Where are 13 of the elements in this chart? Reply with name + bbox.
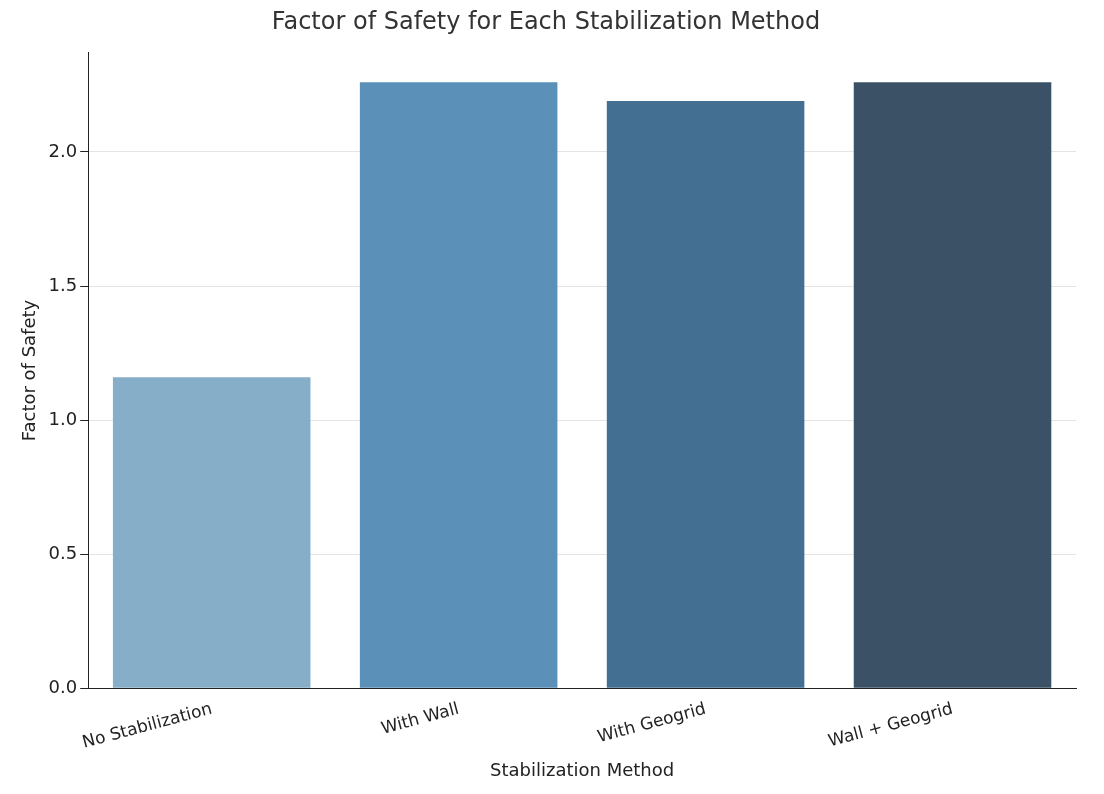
bar: [606, 101, 805, 688]
y-axis-title: Factor of Safety: [18, 299, 40, 442]
bar: [112, 377, 311, 688]
y-tick-label: 1.0: [48, 407, 78, 429]
y-tick-label: 0.0: [48, 675, 78, 697]
y-tick-label: 2.0: [48, 139, 78, 161]
x-axis-title: Stabilization Method: [490, 758, 675, 780]
y-tick-label: 1.5: [48, 273, 78, 295]
bar: [359, 82, 558, 688]
y-tick-label: 0.5: [48, 541, 78, 563]
x-tick-label: With Wall: [378, 697, 461, 738]
chart-title: Factor of Safety for Each Stabilization Method: [271, 6, 821, 35]
bar: [853, 82, 1052, 688]
